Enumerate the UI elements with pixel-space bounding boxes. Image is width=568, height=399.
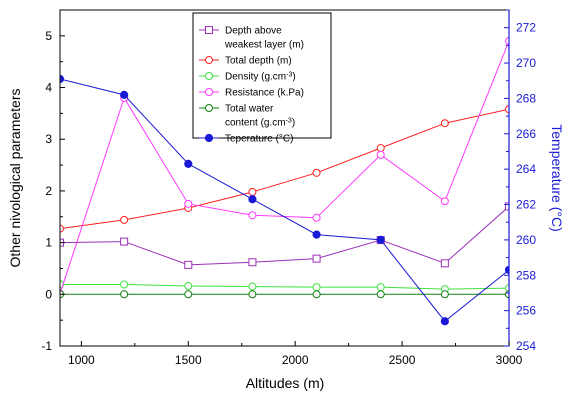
legend-label: Resistance (k.Pa) <box>225 88 304 99</box>
data-point <box>248 211 257 220</box>
data-point <box>312 283 321 292</box>
data-point <box>184 260 193 269</box>
y2-tick-label: 258 <box>516 268 536 282</box>
legend-item-0: Depth above weakest layer (m) <box>199 26 304 51</box>
y-tick-label: 4 <box>45 81 52 95</box>
data-point <box>120 237 129 246</box>
legend-item-4: Total water content (g.cm-3) <box>199 104 295 129</box>
data-point <box>505 105 509 114</box>
series-line <box>60 283 509 290</box>
y2-tick-label: 262 <box>516 198 536 212</box>
series-line <box>60 206 509 266</box>
data-point <box>312 230 321 239</box>
series-line <box>60 78 509 322</box>
legend-label: Density (g.cm-3) <box>225 71 296 83</box>
y2-tick-label: 268 <box>516 91 536 105</box>
data-point <box>376 290 385 299</box>
y2-tick-label: 254 <box>516 339 536 353</box>
y2-tick-label: 256 <box>516 304 536 318</box>
data-point <box>120 215 129 224</box>
legend-swatch-marker <box>204 133 214 143</box>
y-tick-label: 1 <box>45 236 52 250</box>
data-point <box>184 290 193 299</box>
legend-item-3: Resistance (k.Pa) <box>199 88 304 99</box>
x-tick-label: 2000 <box>282 353 309 367</box>
x-tick-label: 1000 <box>68 353 95 367</box>
data-point <box>184 199 193 208</box>
legend-swatch-marker <box>205 72 213 80</box>
data-point <box>505 202 509 211</box>
series-layer <box>60 37 509 326</box>
y2-axis-title: Temperature (°C) <box>549 124 565 232</box>
data-point <box>440 259 449 268</box>
y2-tick-label: 264 <box>516 162 536 176</box>
legend-items: Depth above weakest layer (m) Total depth … <box>199 26 304 145</box>
legend-swatch-marker <box>205 56 213 64</box>
data-point <box>440 119 449 128</box>
data-point <box>376 235 385 244</box>
y2-tick-label: 272 <box>516 21 536 35</box>
data-point <box>376 150 385 159</box>
data-point <box>120 290 129 299</box>
y2-tick-label: 270 <box>516 56 536 70</box>
legend-item-2: Density (g.cm-3) <box>199 71 296 83</box>
series-0 <box>60 202 509 269</box>
series-4 <box>60 290 509 299</box>
y-axis-title: Other nivological parameters <box>7 89 23 268</box>
legend-item-1: Total depth (m) <box>199 56 292 67</box>
data-point <box>440 317 449 326</box>
data-point <box>312 213 321 222</box>
legend-swatch-marker <box>205 26 213 34</box>
y-tick-label: -1 <box>41 339 52 353</box>
data-point <box>312 168 321 177</box>
y-tick-label: 0 <box>45 287 52 301</box>
x-tick-label: 1500 <box>175 353 202 367</box>
series-line <box>60 108 509 230</box>
legend-item-5: Teperature (°C) <box>199 134 293 145</box>
x-tick-label: 3000 <box>496 353 523 367</box>
data-point <box>184 282 193 291</box>
y-tick-label: 2 <box>45 184 52 198</box>
legend-label: weakest layer (m) <box>224 40 304 51</box>
legend-swatch-marker <box>205 104 213 112</box>
legend-swatch-marker <box>205 88 213 96</box>
right-y-axis: 254 256 258 260 262 264 266 268 270 272 <box>504 9 536 353</box>
legend-label: Teperature (°C) <box>225 134 293 145</box>
data-point <box>440 197 449 206</box>
data-point <box>505 37 509 46</box>
data-point <box>376 283 385 292</box>
data-point <box>248 258 257 267</box>
data-point <box>248 187 257 196</box>
legend-label: content (g.cm-3) <box>225 117 295 129</box>
series-1 <box>60 105 509 233</box>
y2-tick-label: 260 <box>516 233 536 247</box>
x-axis: 1000 1500 2000 2500 3000 <box>68 341 523 367</box>
series-5 <box>60 74 509 326</box>
legend: Depth above weakest layer (m) Total depth … <box>192 12 332 145</box>
legend-label: Depth above <box>225 26 282 37</box>
data-point <box>248 195 257 204</box>
data-point <box>312 290 321 299</box>
data-point <box>440 290 449 299</box>
data-point <box>505 284 509 293</box>
data-point <box>120 90 129 99</box>
x-tick-label: 2500 <box>389 353 416 367</box>
data-point <box>376 144 385 153</box>
data-point <box>184 159 193 168</box>
data-point <box>120 280 129 289</box>
y-tick-label: 3 <box>45 132 52 146</box>
legend-label: Total water <box>225 104 274 115</box>
y-tick-label: 5 <box>45 29 52 43</box>
left-y-axis: -1 0 1 2 3 4 5 <box>41 9 65 353</box>
y2-tick-label: 266 <box>516 127 536 141</box>
data-point <box>312 254 321 263</box>
legend-label: Total depth (m) <box>225 56 292 67</box>
data-point <box>248 290 257 299</box>
x-axis-title: Altitudes (m) <box>246 375 325 391</box>
data-point <box>60 224 64 233</box>
data-point <box>248 282 257 291</box>
